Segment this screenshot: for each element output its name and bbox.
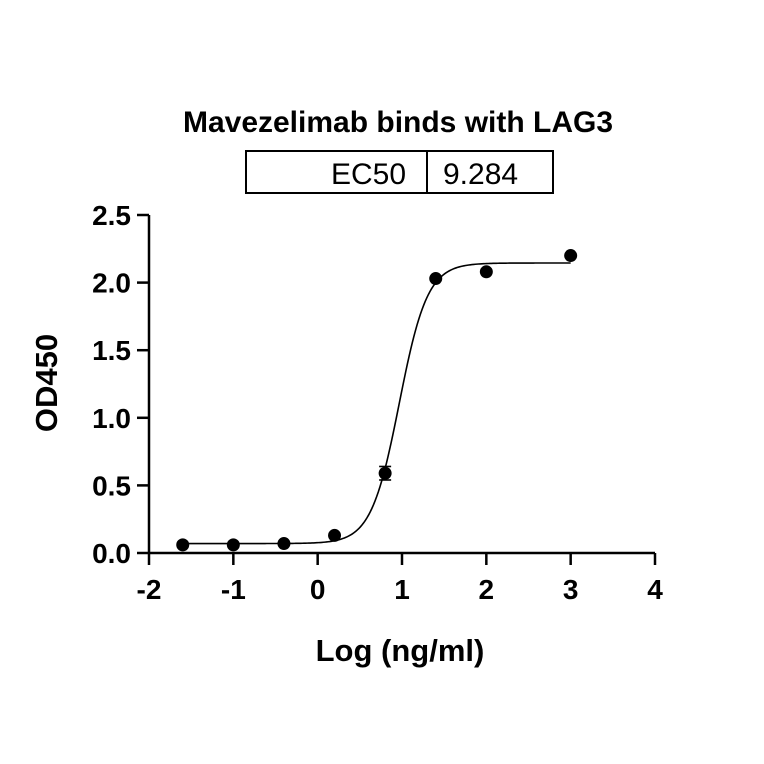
y-tick-label: 1.0 — [92, 403, 131, 434]
chart-title: Mavezelimab binds with LAG3 — [183, 106, 613, 139]
y-tick-label: 1.5 — [92, 335, 131, 366]
ec50-value: 9.284 — [443, 158, 518, 191]
x-tick-label: 4 — [647, 574, 663, 605]
y-tick-label: 0.5 — [92, 470, 131, 501]
fit-curve — [182, 262, 571, 545]
y-tick-label: 0.0 — [92, 538, 131, 569]
x-tick-label: -1 — [221, 574, 246, 605]
data-point — [328, 528, 342, 542]
y-axis-label: OD450 — [29, 334, 64, 432]
x-tick-label: 0 — [310, 574, 326, 605]
ec50-table: EC50 9.284 — [245, 150, 554, 194]
x-tick-label: 2 — [479, 574, 495, 605]
x-tick-label: 1 — [394, 574, 410, 605]
axes: 0.0 0.5 1.0 1.5 2.0 2.5 -2 -1 0 1 2 3 4 — [92, 200, 663, 605]
x-axis-label: Log (ng/ml) — [316, 633, 485, 668]
x-tick-label: 3 — [563, 574, 579, 605]
data-point — [564, 249, 578, 263]
fit-layer — [182, 262, 571, 545]
ec50-label: EC50 — [331, 158, 406, 191]
points-layer — [176, 249, 578, 552]
data-point — [226, 538, 240, 552]
y-tick-label: 2.5 — [92, 200, 131, 231]
data-point — [479, 265, 493, 279]
data-point — [176, 538, 190, 552]
x-tick-label: -2 — [137, 574, 162, 605]
data-point — [277, 537, 291, 551]
ec50-table-border — [245, 150, 554, 194]
data-point — [429, 272, 443, 286]
data-point — [378, 466, 392, 480]
y-tick-label: 2.0 — [92, 268, 131, 299]
